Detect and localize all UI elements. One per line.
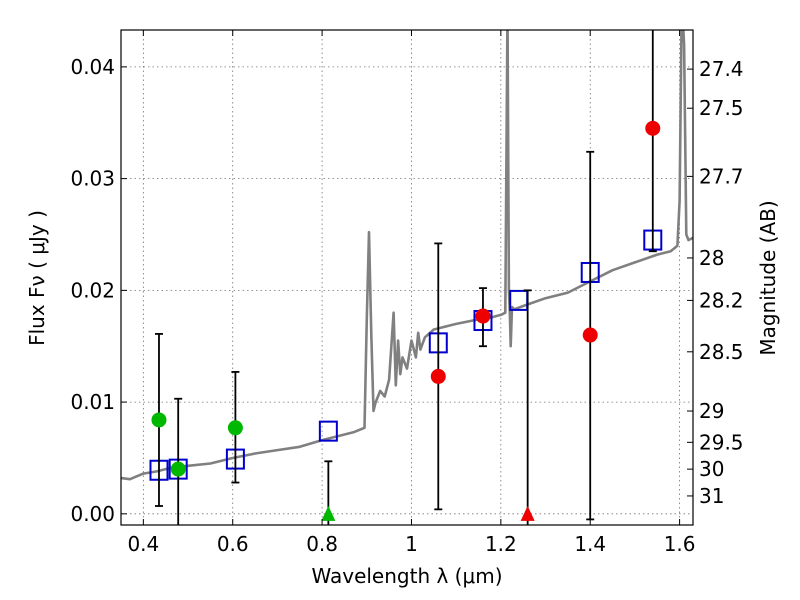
upper-limit-marker: [520, 505, 535, 521]
plot-frame: [120, 29, 694, 526]
sed-model-line: [121, 30, 693, 481]
photometry-point: [430, 368, 446, 384]
x-tick-label: 0.8: [306, 532, 338, 556]
ticks-layer: 0.4 0.6 0.8 1 1.2 1.4 1.6 0.00 0.01 0.02 0.03 0.04 2…: [70, 30, 744, 556]
photometry-point: [170, 461, 186, 477]
photometry-point: [582, 327, 598, 343]
series-layer: [121, 30, 693, 525]
x-tick-label: 0.6: [217, 532, 249, 556]
mag-tick-label: 27.7: [699, 164, 744, 188]
y-tick-label: 0.01: [70, 390, 115, 414]
x-tick-label: 1.2: [485, 532, 517, 556]
x-tick-label: 0.4: [127, 532, 159, 556]
x-tick-label: 1: [405, 532, 418, 556]
y-tick-label: 0.03: [70, 167, 115, 191]
x-axis-title: Wavelength λ (μm): [311, 564, 502, 588]
model-flux-square: [318, 420, 338, 442]
mag-tick-label: 29: [699, 399, 724, 423]
y-tick-label: 0.00: [70, 502, 115, 526]
mag-tick-label: 28.2: [699, 288, 744, 312]
mag-tick-label: 30: [699, 457, 724, 481]
mag-tick-label: 27.5: [699, 96, 744, 120]
photometry-point: [475, 308, 491, 324]
photometry-point: [227, 420, 243, 436]
mag-tick-label: 27.4: [699, 57, 744, 81]
y-axis-title: Flux Fν ( μJy ): [25, 210, 49, 346]
y-tick-label: 0.04: [70, 55, 115, 79]
upper-limit-marker: [321, 505, 336, 521]
x-tick-label: 1.6: [664, 532, 696, 556]
y-tick-label: 0.02: [70, 278, 115, 302]
photometry-point: [151, 412, 167, 428]
mag-tick-label: 31: [699, 484, 724, 508]
x-tick-label: 1.4: [574, 532, 606, 556]
mag-tick-label: 29.5: [699, 430, 744, 454]
y2-axis-title: Magnitude (AB): [756, 200, 780, 355]
grid-layer: [121, 30, 693, 525]
mag-tick-label: 28: [699, 246, 724, 270]
mag-tick-label: 28.5: [699, 340, 744, 364]
photometry-point: [645, 120, 661, 136]
